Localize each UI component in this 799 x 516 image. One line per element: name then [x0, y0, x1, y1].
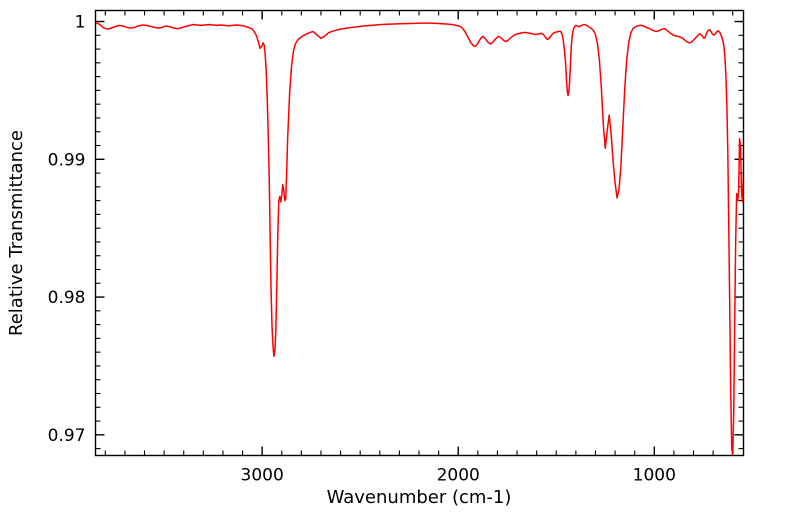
x-axis-tick-labels: 3000 2000 1000 — [241, 466, 676, 486]
y-tick-label: 1 — [75, 13, 86, 33]
x-axis-title: Wavenumber (cm-1) — [327, 487, 512, 508]
x-axis-major-ticks — [261, 10, 655, 456]
y-tick-label: 0.98 — [48, 288, 86, 308]
x-tick-label: 1000 — [633, 466, 676, 486]
x-tick-label: 2000 — [437, 466, 480, 486]
y-axis-major-ticks — [95, 20, 744, 436]
spectrum-line — [96, 21, 743, 455]
y-axis-minor-ticks — [95, 34, 744, 450]
y-tick-label: 0.99 — [48, 150, 86, 170]
y-axis-tick-labels: 1 0.99 0.98 0.97 — [48, 13, 86, 446]
x-tick-label: 3000 — [241, 466, 284, 486]
y-axis-title: Relative Transmittance — [6, 130, 27, 336]
axes-frame — [94, 9, 745, 457]
y-tick-label: 0.97 — [48, 426, 86, 446]
plot-frame — [94, 9, 745, 457]
x-axis-minor-ticks — [104, 10, 734, 456]
spectrum-series-group — [96, 21, 743, 455]
